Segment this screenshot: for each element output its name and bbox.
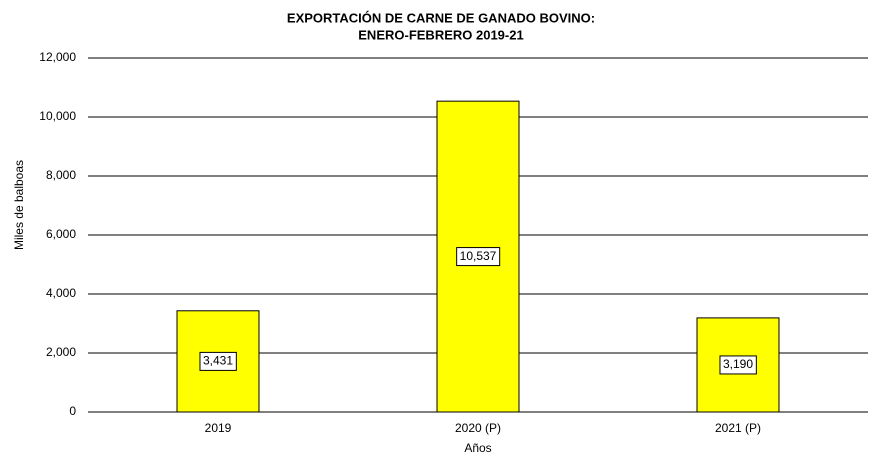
x-tick-label: 2020 (P) bbox=[455, 421, 501, 435]
y-tick-label: 12,000 bbox=[39, 50, 76, 64]
x-axis-label: Años bbox=[464, 441, 491, 455]
chart-title: EXPORTACIÓN DE CARNE DE GANADO BOVINO: bbox=[287, 10, 595, 25]
value-label: 10,537 bbox=[460, 249, 497, 263]
value-label-box bbox=[199, 351, 237, 371]
y-tick-label: 10,000 bbox=[39, 109, 76, 123]
y-tick-label: 4,000 bbox=[46, 286, 76, 300]
value-label: 3,431 bbox=[203, 354, 233, 368]
y-axis-label: Miles de balboas bbox=[12, 160, 26, 250]
value-label-box bbox=[456, 247, 501, 267]
x-tick-label: 2021 (P) bbox=[715, 421, 761, 435]
x-tick-label: 2019 bbox=[205, 421, 232, 435]
y-tick-label: 6,000 bbox=[46, 227, 76, 241]
value-label: 3,190 bbox=[723, 357, 753, 371]
chart-title: ENERO-FEBRERO 2019-21 bbox=[358, 27, 523, 42]
y-tick-label: 8,000 bbox=[46, 168, 76, 182]
y-tick-label: 0 bbox=[69, 404, 76, 418]
y-tick-label: 2,000 bbox=[46, 345, 76, 359]
value-label-box bbox=[719, 355, 757, 375]
